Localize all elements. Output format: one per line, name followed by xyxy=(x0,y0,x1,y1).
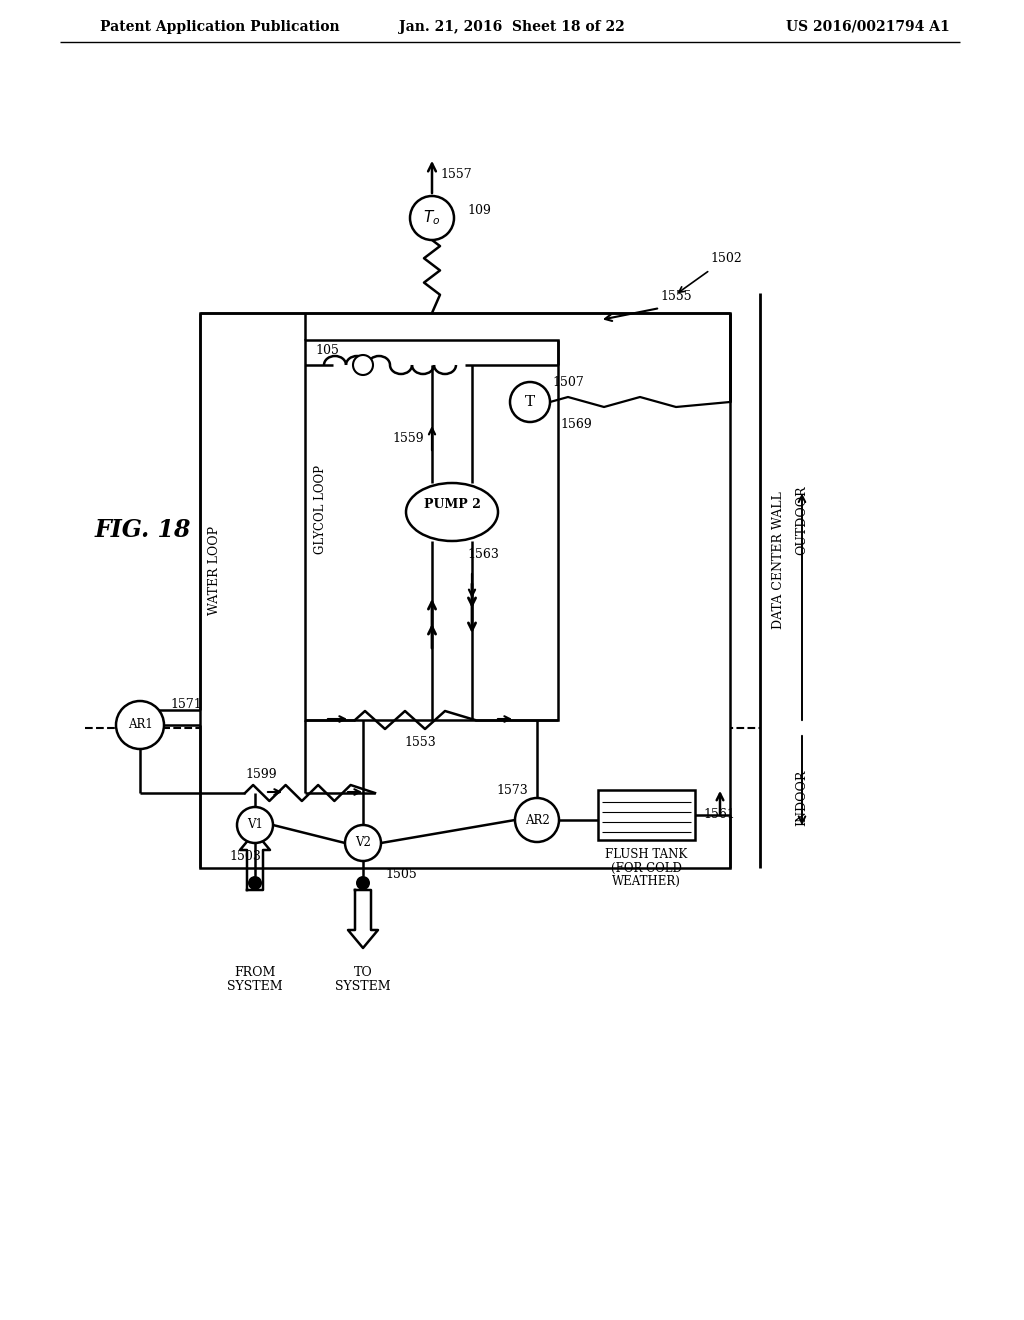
Text: FIG. 18: FIG. 18 xyxy=(95,517,191,543)
Text: INDOOR: INDOOR xyxy=(796,770,809,826)
Text: 1502: 1502 xyxy=(710,252,741,264)
Text: 105: 105 xyxy=(315,343,339,356)
Text: PUMP 2: PUMP 2 xyxy=(424,498,480,511)
Text: WATER LOOP: WATER LOOP xyxy=(208,525,220,615)
Circle shape xyxy=(248,876,262,890)
Text: 1553: 1553 xyxy=(404,735,436,748)
Text: 1555: 1555 xyxy=(660,289,691,302)
Text: Jan. 21, 2016  Sheet 18 of 22: Jan. 21, 2016 Sheet 18 of 22 xyxy=(399,20,625,34)
Text: SYSTEM: SYSTEM xyxy=(227,979,283,993)
Text: (FOR COLD: (FOR COLD xyxy=(611,862,682,874)
Text: TO: TO xyxy=(353,966,373,979)
Text: 1571: 1571 xyxy=(170,698,202,711)
Bar xyxy=(598,789,695,840)
Circle shape xyxy=(510,381,550,422)
Text: AR1: AR1 xyxy=(128,718,153,731)
Text: FLUSH TANK: FLUSH TANK xyxy=(605,849,688,862)
Text: 1561: 1561 xyxy=(703,808,735,821)
Circle shape xyxy=(353,355,373,375)
Circle shape xyxy=(515,799,559,842)
Bar xyxy=(305,341,558,719)
Text: V2: V2 xyxy=(355,836,371,849)
Text: 1563: 1563 xyxy=(467,548,499,561)
Circle shape xyxy=(237,807,273,843)
Text: GLYCOL LOOP: GLYCOL LOOP xyxy=(313,466,327,554)
Bar xyxy=(200,313,730,869)
Text: 1557: 1557 xyxy=(440,168,472,181)
Circle shape xyxy=(356,876,370,890)
Text: AR2: AR2 xyxy=(524,813,549,826)
Text: 1599: 1599 xyxy=(245,768,276,781)
Text: Patent Application Publication: Patent Application Publication xyxy=(100,20,340,34)
Circle shape xyxy=(116,701,164,748)
Text: V1: V1 xyxy=(247,817,263,830)
Text: SYSTEM: SYSTEM xyxy=(335,979,391,993)
Text: 109: 109 xyxy=(467,203,490,216)
Text: DATA CENTER WALL: DATA CENTER WALL xyxy=(771,491,784,630)
Text: 1573: 1573 xyxy=(496,784,528,796)
Text: 1507: 1507 xyxy=(552,375,584,388)
Text: $T_o$: $T_o$ xyxy=(423,209,440,227)
Text: OUTDOOR: OUTDOOR xyxy=(796,486,809,556)
Text: T: T xyxy=(525,395,536,409)
Text: FROM: FROM xyxy=(234,966,275,979)
Ellipse shape xyxy=(406,483,498,541)
Text: 1505: 1505 xyxy=(385,869,417,882)
Circle shape xyxy=(410,195,454,240)
Text: 1569: 1569 xyxy=(560,417,592,430)
Text: 1559: 1559 xyxy=(392,432,424,445)
Text: US 2016/0021794 A1: US 2016/0021794 A1 xyxy=(786,20,950,34)
Circle shape xyxy=(345,825,381,861)
Text: WEATHER): WEATHER) xyxy=(612,874,681,887)
Text: 1503: 1503 xyxy=(229,850,261,863)
